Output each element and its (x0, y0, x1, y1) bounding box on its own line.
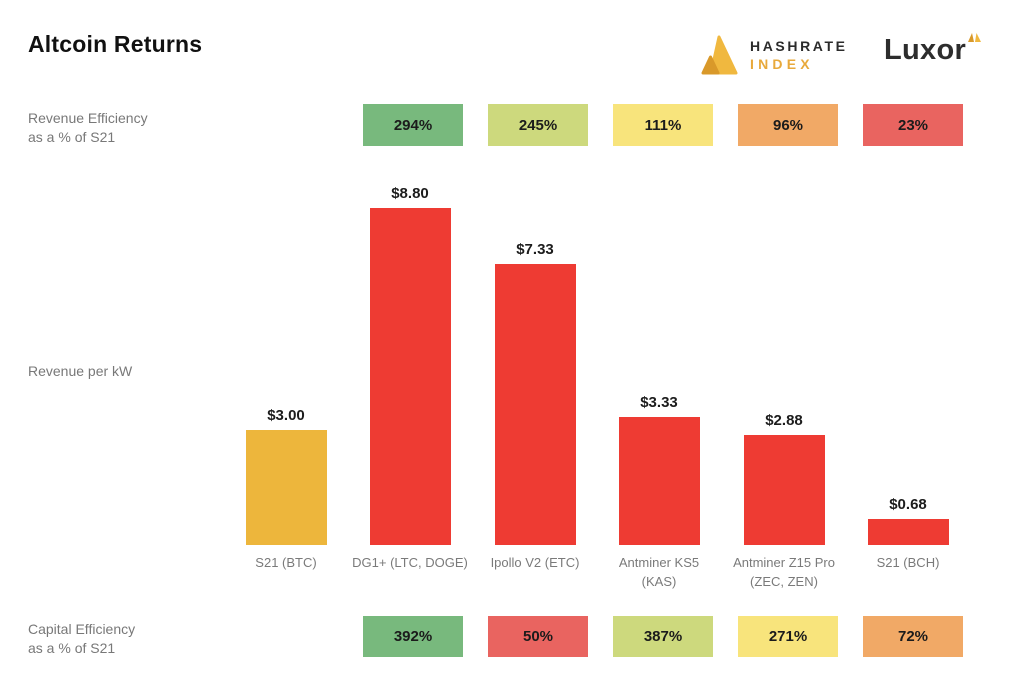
category-line1: Antminer Z15 Pro (733, 555, 835, 570)
luxor-triangle-icon (968, 33, 982, 42)
bar (867, 519, 949, 545)
revenue-efficiency-badge: 23% (863, 104, 963, 146)
bar-column: $8.80 (350, 185, 470, 545)
capital-efficiency-label-line2: as a % of S21 (28, 640, 116, 656)
bar-column: $7.33 (475, 241, 595, 545)
luxor-logo: Luxor (884, 33, 982, 67)
hashrate-triangle-icon (701, 35, 738, 75)
page-title: Altcoin Returns (28, 31, 203, 57)
bar-category-label: S21 (BTC) (216, 553, 356, 572)
category-line1: S21 (BCH) (876, 555, 940, 570)
category-line1: DG1+ (LTC, DOGE) (352, 555, 468, 570)
bar-column: $2.88 (724, 412, 844, 545)
category-line2: (KAS) (641, 574, 677, 589)
capital-efficiency-label-line1: Capital Efficiency (28, 621, 136, 637)
luxor-wordmark: Luxor (884, 34, 967, 66)
bar-value-label: $7.33 (516, 241, 554, 258)
y-axis-label: Revenue per kW (28, 363, 133, 379)
bar-category-label: Antminer Z15 Pro (ZEC, ZEN) (714, 553, 854, 591)
bar (743, 435, 825, 545)
bar-category-label: Ipollo V2 (ETC) (465, 553, 605, 572)
bar-column: $3.33 (599, 394, 719, 545)
capital-efficiency-badge: 72% (863, 616, 963, 657)
bar-value-label: $0.68 (889, 496, 927, 513)
bar-category-label: S21 (BCH) (838, 553, 978, 572)
bar (494, 264, 576, 545)
bar-category-label: Antminer KS5 (KAS) (589, 553, 729, 591)
revenue-efficiency-label: Revenue Efficiency as a % of S21 (28, 109, 148, 147)
revenue-efficiency-badge: 245% (488, 104, 588, 146)
category-line2: (ZEC, ZEN) (750, 574, 818, 589)
revenue-efficiency-badge: 96% (738, 104, 838, 146)
capital-efficiency-badge: 392% (363, 616, 463, 657)
bar-column: $3.00 (226, 407, 346, 545)
hashrate-word: HASHRATE (750, 38, 848, 54)
bar-category-label: DG1+ (LTC, DOGE) (340, 553, 480, 572)
revenue-efficiency-badge: 111% (613, 104, 713, 146)
revenue-efficiency-label-line1: Revenue Efficiency (28, 110, 148, 126)
category-line1: Antminer KS5 (618, 555, 700, 570)
revenue-efficiency-badge: 294% (363, 104, 463, 146)
index-word: INDEX (750, 56, 814, 72)
capital-efficiency-badge: 387% (613, 616, 713, 657)
bar-column: $0.68 (848, 496, 968, 545)
bar-value-label: $3.33 (640, 394, 678, 411)
bar (618, 417, 700, 545)
bar (245, 430, 327, 545)
revenue-efficiency-label-line2: as a % of S21 (28, 129, 116, 145)
bar-value-label: $8.80 (391, 185, 429, 202)
capital-efficiency-badge: 271% (738, 616, 838, 657)
hashrate-index-logo: HASHRATE INDEX (698, 33, 848, 77)
hashrate-index-wordmark: HASHRATE INDEX (750, 38, 848, 72)
bar-value-label: $2.88 (765, 412, 803, 429)
bar (369, 208, 451, 545)
category-line1: Ipollo V2 (ETC) (490, 555, 580, 570)
bar-value-label: $3.00 (267, 407, 305, 424)
capital-efficiency-badge: 50% (488, 616, 588, 657)
capital-efficiency-label: Capital Efficiency as a % of S21 (28, 620, 135, 658)
category-line1: S21 (BTC) (255, 555, 317, 570)
